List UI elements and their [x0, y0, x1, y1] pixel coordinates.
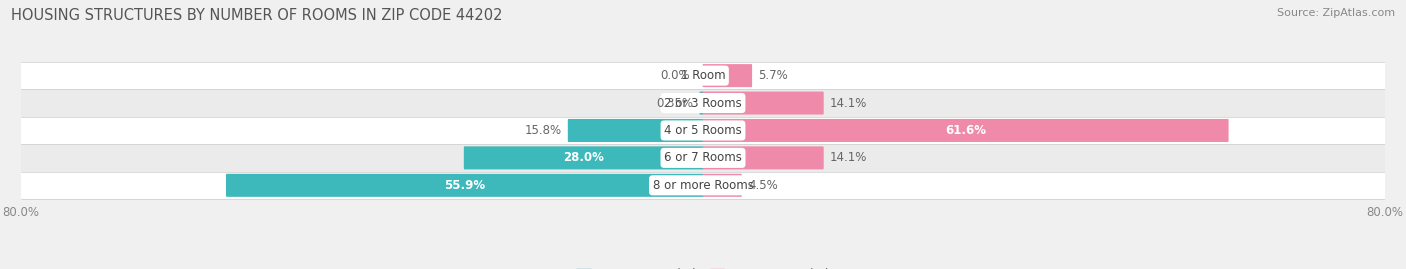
FancyBboxPatch shape — [21, 62, 1385, 89]
Text: 28.0%: 28.0% — [564, 151, 605, 164]
Text: HOUSING STRUCTURES BY NUMBER OF ROOMS IN ZIP CODE 44202: HOUSING STRUCTURES BY NUMBER OF ROOMS IN… — [11, 8, 503, 23]
Text: 4.5%: 4.5% — [748, 179, 778, 192]
Text: 0.35%: 0.35% — [657, 97, 693, 109]
Text: 2 or 3 Rooms: 2 or 3 Rooms — [664, 97, 742, 109]
FancyBboxPatch shape — [568, 119, 703, 142]
FancyBboxPatch shape — [21, 89, 1385, 117]
FancyBboxPatch shape — [703, 119, 1229, 142]
FancyBboxPatch shape — [226, 174, 703, 197]
Text: 5.7%: 5.7% — [758, 69, 789, 82]
Text: 4 or 5 Rooms: 4 or 5 Rooms — [664, 124, 742, 137]
Text: 14.1%: 14.1% — [830, 97, 868, 109]
FancyBboxPatch shape — [21, 117, 1385, 144]
FancyBboxPatch shape — [703, 91, 824, 115]
Text: 15.8%: 15.8% — [524, 124, 561, 137]
Legend: Owner-occupied, Renter-occupied: Owner-occupied, Renter-occupied — [576, 268, 830, 269]
Text: 0.0%: 0.0% — [661, 69, 690, 82]
Text: 8 or more Rooms: 8 or more Rooms — [652, 179, 754, 192]
FancyBboxPatch shape — [21, 172, 1385, 199]
Text: 6 or 7 Rooms: 6 or 7 Rooms — [664, 151, 742, 164]
FancyBboxPatch shape — [703, 64, 752, 87]
FancyBboxPatch shape — [703, 174, 742, 197]
FancyBboxPatch shape — [703, 146, 824, 169]
FancyBboxPatch shape — [464, 146, 703, 169]
FancyBboxPatch shape — [700, 91, 703, 115]
Text: 14.1%: 14.1% — [830, 151, 868, 164]
Text: 61.6%: 61.6% — [945, 124, 986, 137]
Text: 1 Room: 1 Room — [681, 69, 725, 82]
Text: 55.9%: 55.9% — [444, 179, 485, 192]
Text: Source: ZipAtlas.com: Source: ZipAtlas.com — [1277, 8, 1395, 18]
FancyBboxPatch shape — [21, 144, 1385, 172]
